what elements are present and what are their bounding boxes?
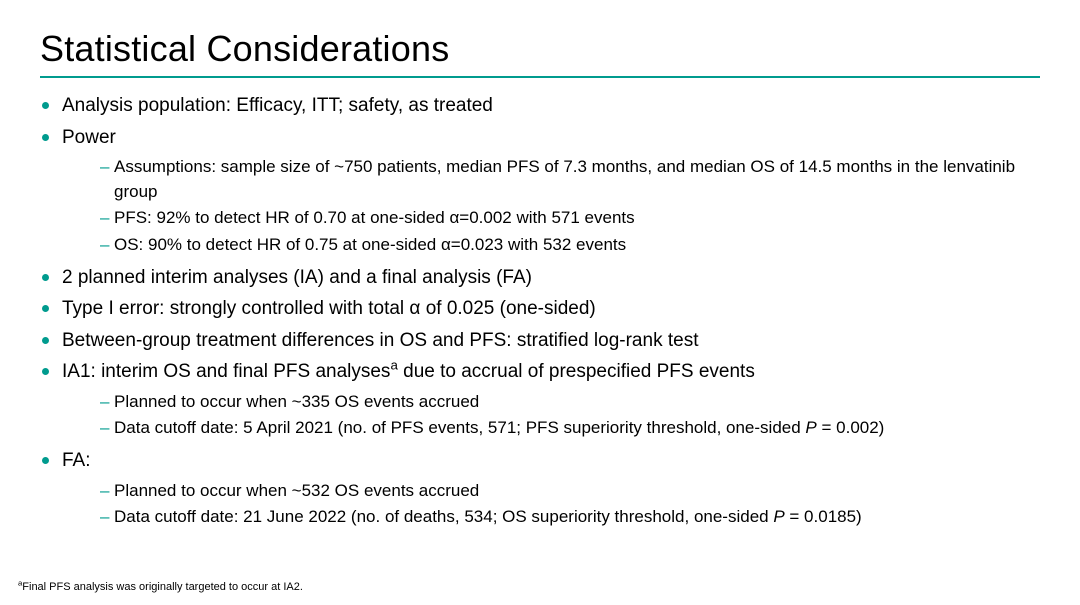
slide: Statistical Considerations Analysis popu… (0, 0, 1080, 605)
ia1-text-post: due to accrual of prespecified PFS event… (398, 361, 755, 382)
fa-sublist: Planned to occur when ~532 OS events acc… (62, 479, 1040, 530)
ia1-cutoff-post: = 0.002) (817, 418, 885, 437)
fa-cutoff-post: = 0.0185) (785, 507, 862, 526)
ia1-cutoff: Data cutoff date: 5 April 2021 (no. of P… (100, 416, 1040, 441)
ia1-superscript: a (390, 358, 397, 373)
power-sublist: Assumptions: sample size of ~750 patient… (62, 155, 1040, 258)
power-assumptions: Assumptions: sample size of ~750 patient… (100, 155, 1040, 204)
bullet-planned-analyses: 2 planned interim analyses (IA) and a fi… (40, 264, 1040, 292)
ia1-text-pre: IA1: interim OS and final PFS analyses (62, 361, 390, 382)
slide-title: Statistical Considerations (40, 28, 1040, 70)
ia1-planned: Planned to occur when ~335 OS events acc… (100, 390, 1040, 415)
fa-planned: Planned to occur when ~532 OS events acc… (100, 479, 1040, 504)
bullet-power-label: Power (62, 127, 116, 148)
bullet-analysis-population: Analysis population: Efficacy, ITT; safe… (40, 92, 1040, 120)
power-pfs: PFS: 92% to detect HR of 0.70 at one-sid… (100, 206, 1040, 231)
bullet-list: Analysis population: Efficacy, ITT; safe… (40, 92, 1040, 530)
ia1-p-italic: P (805, 418, 816, 437)
bullet-type1-error: Type I error: strongly controlled with t… (40, 295, 1040, 323)
bullet-between-group: Between-group treatment differences in O… (40, 327, 1040, 355)
bullet-power: Power Assumptions: sample size of ~750 p… (40, 124, 1040, 258)
ia1-cutoff-pre: Data cutoff date: 5 April 2021 (no. of P… (114, 418, 805, 437)
title-rule (40, 76, 1040, 78)
fa-cutoff: Data cutoff date: 21 June 2022 (no. of d… (100, 505, 1040, 530)
footnote-text: Final PFS analysis was originally target… (22, 581, 303, 593)
fa-label: FA: (62, 450, 91, 471)
power-os: OS: 90% to detect HR of 0.75 at one-side… (100, 233, 1040, 258)
ia1-sublist: Planned to occur when ~335 OS events acc… (62, 390, 1040, 441)
bullet-ia1: IA1: interim OS and final PFS analysesa … (40, 358, 1040, 441)
fa-cutoff-pre: Data cutoff date: 21 June 2022 (no. of d… (114, 507, 773, 526)
bullet-fa: FA: Planned to occur when ~532 OS events… (40, 447, 1040, 530)
fa-p-italic: P (773, 507, 784, 526)
footnote: aFinal PFS analysis was originally targe… (18, 581, 303, 593)
